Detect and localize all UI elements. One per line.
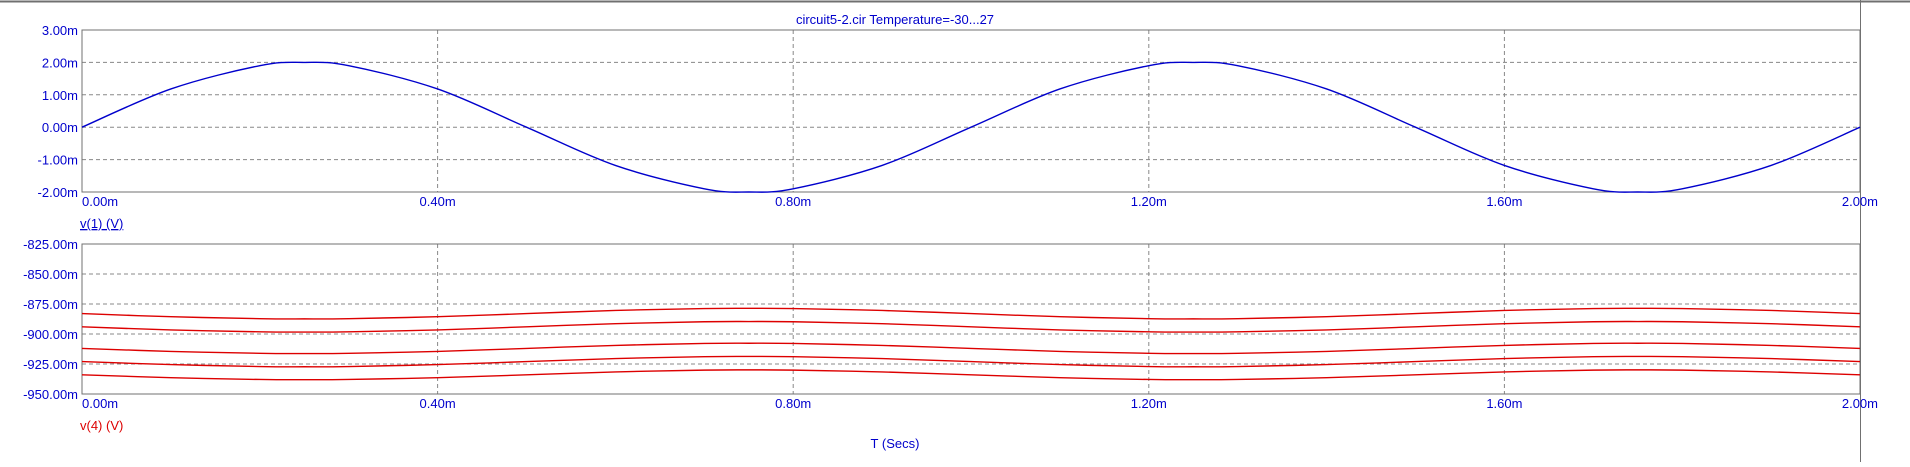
top-plot-frame [81,29,1861,193]
bottom-series-line-3 [81,342,1861,355]
trace-label-v1[interactable]: v(1) (V) [80,216,123,231]
bottom-y-tick-label: -900.00m [23,327,78,342]
bottom-x-tick-label: 0.80m [775,396,811,411]
plot-panel-top: 0.00m 0.40m 0.80m 1.20m 1.60m 2.00m 3.00m 2.00m… [38,23,1878,209]
bottom-series-line-2 [81,320,1861,333]
bottom-plot-frame [81,243,1861,395]
bottom-y-tick-label: -950.00m [23,387,78,402]
plot-panel-bottom: 0.00m 0.40m 0.80m 1.20m 1.60m 2.00m -825.00m -8… [23,237,1878,411]
bottom-series-line-4 [81,355,1861,368]
x-axis-label: T (Secs) [871,436,920,451]
top-y-tick-label: 2.00m [42,55,78,70]
bottom-x-tick-label: 0.00m [82,396,118,411]
bottom-y-tick-label: -850.00m [23,267,78,282]
top-x-tick-label: 0.40m [420,194,456,209]
bottom-x-tick-label: 1.60m [1486,396,1522,411]
bottom-y-tick-label: -875.00m [23,297,78,312]
top-x-tick-label: 1.20m [1131,194,1167,209]
bottom-x-tick-label: 2.00m [1842,396,1878,411]
top-series-line-1 [81,61,1861,193]
top-y-tick-label: 0.00m [42,120,78,135]
trace-label-v4[interactable]: v(4) (V) [80,418,123,433]
top-x-tick-label: 1.60m [1486,194,1522,209]
bottom-x-tick-label: 1.20m [1131,396,1167,411]
bottom-series-line-5 [81,369,1861,381]
top-x-tick-label: 0.00m [82,194,118,209]
top-y-tick-label: 1.00m [42,88,78,103]
bottom-y-tick-label: -925.00m [23,357,78,372]
chart-title: circuit5-2.cir Temperature=-30...27 [796,12,994,27]
top-y-tick-label: -1.00m [38,153,78,168]
top-x-tick-label: 2.00m [1842,194,1878,209]
top-x-tick-label: 0.80m [775,194,811,209]
top-y-tick-label: -2.00m [38,185,78,200]
bottom-y-tick-label: -825.00m [23,237,78,252]
top-y-tick-label: 3.00m [42,23,78,38]
bottom-x-tick-label: 0.40m [420,396,456,411]
bottom-series-line-1 [81,307,1861,320]
